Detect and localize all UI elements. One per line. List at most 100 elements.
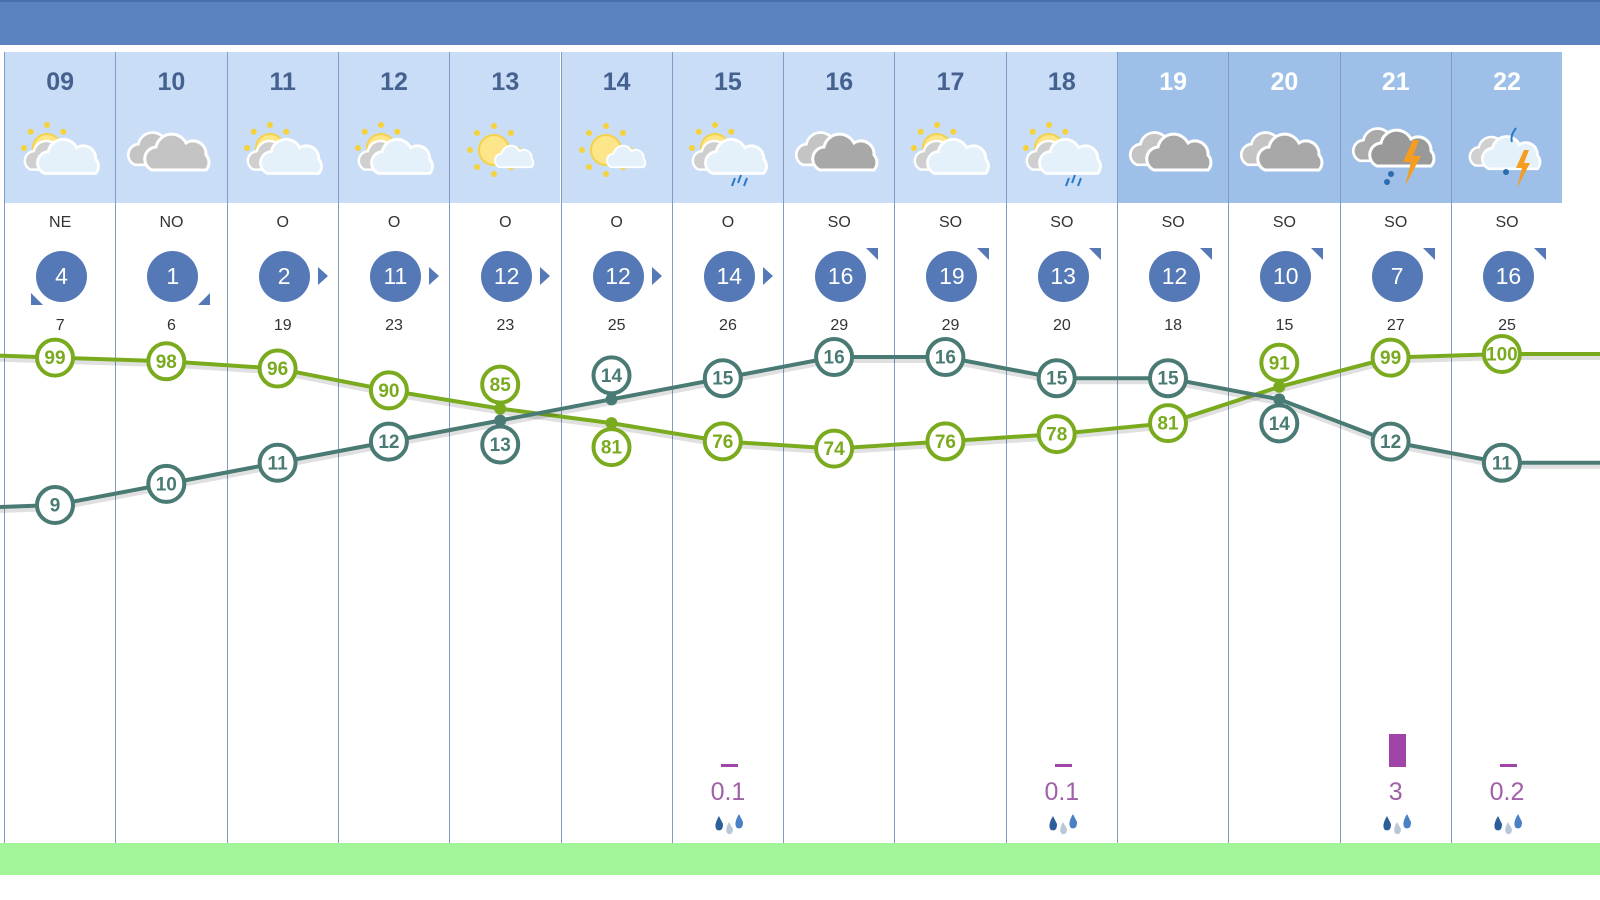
day-column: 12 O 11 23: [337, 52, 450, 875]
day-number: 16: [825, 68, 854, 96]
day-number: 21: [1381, 68, 1410, 96]
weather-partly-cloudy-icon: [911, 122, 991, 175]
wind-arrow-icon: [651, 267, 662, 285]
wind-speed-badge: 19: [926, 251, 978, 302]
raindrops-icon: [1382, 814, 1411, 835]
wind-direction: SO: [827, 214, 851, 231]
precip-value: 0.1: [710, 778, 746, 806]
wind-speed-badge: 13: [1037, 251, 1089, 302]
precip-value: 3: [1388, 778, 1403, 806]
day-header: 13: [450, 52, 561, 203]
wind-direction: SO: [1161, 214, 1185, 231]
wind-gust: 15: [1275, 317, 1294, 334]
day-header: 22: [1451, 52, 1563, 203]
status-band: [0, 843, 1600, 875]
weather-partly-cloudy-rain-icon: [1022, 122, 1102, 187]
day-column: 19 SO 12 18: [1117, 52, 1229, 875]
weather-overcast-icon: [795, 131, 879, 172]
wind-arrow-icon: [977, 248, 990, 260]
day-number: 15: [714, 68, 742, 96]
day-column: 17 SO 19 29: [894, 52, 1006, 875]
day-header: 19: [1118, 52, 1229, 203]
wind-gust: 20: [1052, 317, 1071, 334]
weather-overcast-icon: [1128, 131, 1213, 172]
wind-speed-badge: 7: [1371, 251, 1423, 302]
precip-value: 0.1: [1044, 778, 1080, 806]
day-number: 09: [46, 68, 75, 96]
wind-gust: 18: [1164, 317, 1183, 334]
wind-arrow-icon: [1533, 248, 1546, 260]
wind-speed-badge: 10: [1260, 251, 1312, 302]
weather-partly-cloudy-icon: [243, 122, 323, 175]
wind-arrow-icon: [762, 267, 773, 285]
day-header: 16: [784, 52, 895, 203]
day-header: 21: [1340, 52, 1451, 203]
weather-storm-light-icon: [1468, 127, 1542, 188]
weather-cloudy-icon: [127, 131, 211, 172]
day-number: 12: [380, 68, 408, 96]
wind-gust: 19: [273, 317, 292, 334]
wind-gust: 27: [1386, 317, 1405, 334]
day-header: 11: [227, 52, 338, 203]
day-header: 20: [1229, 52, 1340, 203]
wind-gust: 23: [385, 317, 403, 334]
day-number: 19: [1159, 68, 1188, 96]
wind-direction: SO: [1050, 214, 1074, 231]
weather-sunny-intervals-icon: [467, 123, 535, 177]
precip-bar: [720, 764, 738, 767]
wind-direction: O: [499, 214, 512, 231]
wind-direction: O: [610, 214, 623, 231]
wind-gust: 29: [941, 317, 960, 334]
wind-speed-badge: 16: [815, 251, 867, 302]
wind-speed-badge: 14: [703, 251, 755, 302]
day-header: 10: [116, 52, 227, 203]
wind-direction: NO: [159, 214, 184, 231]
day-number: 17: [936, 68, 965, 96]
day-column: 22 SO 16 25 0.2: [1450, 52, 1563, 875]
precip-value: 0.2: [1489, 778, 1525, 806]
weather-storm-icon: [1351, 127, 1436, 186]
precip-bar: [1499, 764, 1517, 767]
wind-speed-badge: 2: [258, 251, 310, 302]
day-column: 20 SO 10 15: [1228, 52, 1340, 875]
wind-arrow-icon: [198, 293, 211, 305]
wind-speed-badge: 12: [1149, 251, 1200, 302]
wind-speed-badge: 16: [1482, 251, 1534, 302]
wind-arrow-icon: [1088, 248, 1101, 260]
weather-partly-cloudy-icon: [354, 122, 434, 175]
day-column: 18 SO 13 20 0.1: [1005, 52, 1117, 875]
precip-bar: [1054, 764, 1072, 767]
wind-gust: 25: [1498, 317, 1516, 334]
wind-direction: NE: [49, 214, 72, 231]
wind-arrow-icon: [31, 293, 43, 305]
wind-direction: SO: [1272, 214, 1296, 231]
day-number: 10: [157, 68, 186, 96]
day-number: 13: [491, 68, 520, 96]
day-column: 14 O 12 25: [560, 52, 672, 875]
day-number: 11: [269, 68, 296, 96]
day-header: 17: [895, 52, 1006, 203]
day-header: 15: [672, 52, 784, 203]
wind-speed-badge: 11: [369, 251, 421, 302]
weather-overcast-icon: [1240, 131, 1324, 172]
wind-arrow-icon: [1311, 248, 1324, 260]
day-number: 14: [602, 68, 631, 96]
wind-gust: 7: [55, 317, 65, 334]
wind-speed-badge: 12: [592, 251, 644, 302]
wind-direction: O: [276, 214, 289, 231]
wind-speed-badge: 1: [147, 251, 199, 302]
day-column: 16 SO 16 29: [783, 52, 895, 875]
wind-gust: 26: [719, 317, 737, 334]
day-header: 14: [561, 52, 672, 203]
day-column: 13 O 12 23: [449, 52, 561, 875]
wind-direction: SO: [1495, 214, 1519, 231]
wind-arrow-icon: [1422, 248, 1435, 260]
wind-gust: 6: [166, 317, 176, 334]
day-header: 12: [338, 52, 450, 203]
wind-direction: SO: [1384, 214, 1408, 231]
weather-partly-cloudy-icon: [21, 122, 100, 175]
wind-speed-badge: 4: [36, 251, 87, 302]
day-header: 18: [1006, 52, 1117, 203]
wind-arrow-icon: [317, 267, 328, 285]
wind-direction: SO: [938, 214, 963, 231]
